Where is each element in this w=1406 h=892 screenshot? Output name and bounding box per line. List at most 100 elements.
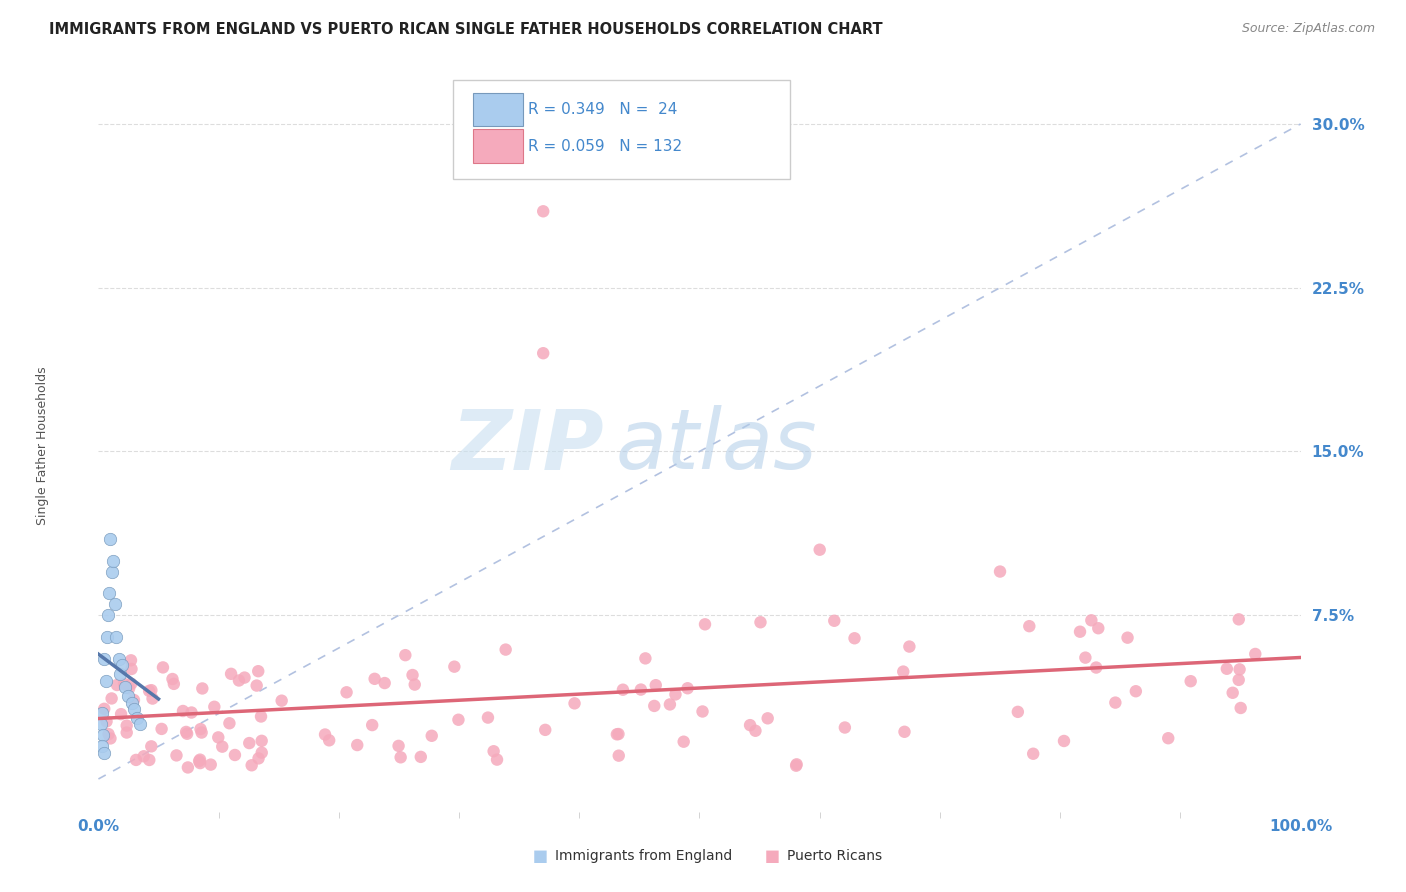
Point (389, 750, 412, 764)
Point (749, 615, 772, 630)
Point (112, 677, 135, 691)
FancyBboxPatch shape (474, 93, 523, 127)
Text: Puerto Ricans: Puerto Ricans (787, 849, 883, 863)
Point (129, 717, 152, 731)
Point (219, 666, 242, 681)
Point (1007, 705, 1029, 719)
Point (90, 717, 112, 731)
Point (1087, 621, 1109, 635)
Point (150, 722, 173, 736)
Point (247, 664, 270, 678)
Point (172, 704, 194, 718)
Text: ▪: ▪ (531, 845, 548, 868)
Point (1157, 731, 1180, 746)
Point (1104, 696, 1126, 710)
Point (125, 711, 148, 725)
Point (188, 753, 211, 767)
Point (346, 738, 368, 752)
Point (692, 705, 714, 719)
Point (108, 667, 131, 681)
Point (1080, 613, 1102, 627)
Text: R = 0.059   N = 132: R = 0.059 N = 132 (527, 138, 682, 153)
Point (120, 653, 142, 667)
Point (1085, 660, 1108, 674)
Point (97, 727, 120, 741)
Point (534, 723, 557, 737)
Y-axis label: Single Father Households: Single Father Households (37, 367, 49, 525)
Point (141, 739, 163, 754)
Point (100, 532, 122, 546)
Point (207, 731, 229, 745)
Point (314, 727, 336, 741)
Point (111, 658, 134, 673)
Point (404, 677, 426, 691)
Point (91, 728, 114, 742)
Point (100, 565, 122, 579)
Point (228, 673, 250, 688)
Point (643, 698, 665, 713)
Point (564, 697, 586, 711)
Point (893, 724, 915, 739)
Point (531, 204, 554, 219)
Point (190, 725, 212, 739)
Point (250, 734, 273, 748)
Point (1227, 673, 1250, 687)
Point (485, 753, 508, 767)
Point (363, 672, 385, 686)
Point (124, 702, 146, 716)
Point (166, 748, 188, 763)
Point (495, 642, 517, 657)
Point (122, 693, 145, 707)
Point (672, 735, 695, 749)
Point (96, 714, 118, 729)
Point (211, 739, 233, 754)
Point (401, 668, 423, 682)
Point (318, 733, 340, 747)
Point (100, 691, 122, 706)
Point (163, 677, 186, 691)
Point (394, 648, 416, 662)
Point (93, 652, 115, 666)
Point (97, 608, 120, 623)
Point (361, 718, 384, 732)
Point (240, 758, 263, 772)
Point (834, 721, 856, 735)
Point (374, 676, 396, 690)
Point (606, 727, 628, 741)
Point (121, 696, 143, 710)
Point (138, 753, 160, 767)
Point (630, 682, 652, 697)
Point (482, 744, 505, 758)
Point (786, 757, 808, 772)
Text: ZIP: ZIP (451, 406, 603, 486)
Point (141, 691, 163, 706)
Point (531, 346, 554, 360)
Text: Source: ZipAtlas.com: Source: ZipAtlas.com (1241, 22, 1375, 36)
Point (93, 702, 115, 716)
Point (1116, 631, 1139, 645)
Point (218, 716, 240, 731)
Point (1074, 650, 1097, 665)
Point (409, 750, 432, 764)
Point (1022, 747, 1045, 761)
Point (125, 753, 148, 767)
Point (190, 722, 212, 736)
Point (844, 632, 866, 646)
Point (94, 673, 117, 688)
Point (785, 758, 807, 772)
Point (335, 685, 357, 699)
Point (174, 725, 197, 739)
Point (247, 751, 270, 765)
Point (607, 727, 630, 741)
Point (1227, 612, 1250, 626)
Point (1069, 624, 1091, 639)
Point (658, 698, 681, 712)
Point (132, 749, 155, 764)
Point (100, 731, 122, 746)
Point (91, 706, 114, 721)
Point (1229, 701, 1251, 715)
Point (120, 677, 142, 691)
Point (676, 681, 699, 696)
Point (93, 746, 115, 760)
Point (1018, 619, 1040, 633)
